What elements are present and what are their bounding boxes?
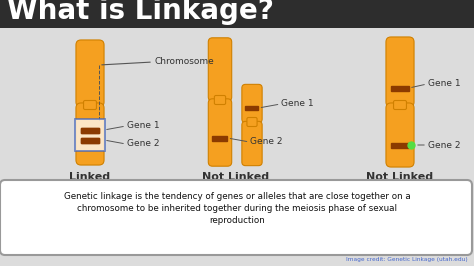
Bar — [81, 127, 99, 132]
FancyBboxPatch shape — [0, 180, 472, 255]
FancyBboxPatch shape — [83, 101, 96, 110]
FancyBboxPatch shape — [242, 84, 262, 123]
Text: Image credit: Genetic Linkage (utah.edu): Image credit: Genetic Linkage (utah.edu) — [346, 257, 468, 262]
FancyBboxPatch shape — [386, 37, 414, 107]
Text: Gene 1: Gene 1 — [127, 122, 160, 131]
FancyBboxPatch shape — [76, 103, 104, 165]
Text: Chromosome: Chromosome — [155, 57, 215, 66]
FancyBboxPatch shape — [393, 101, 406, 110]
Text: Genetic linkage is the tendency of genes or alleles that are close together on a: Genetic linkage is the tendency of genes… — [64, 192, 410, 201]
Text: Gene 2: Gene 2 — [250, 138, 283, 147]
Bar — [246, 106, 258, 110]
FancyBboxPatch shape — [214, 95, 226, 105]
FancyBboxPatch shape — [208, 99, 232, 166]
Text: Linked: Linked — [69, 172, 110, 182]
Text: chromosome to be inherited together during the meiosis phase of sexual: chromosome to be inherited together duri… — [77, 204, 397, 213]
Bar — [81, 138, 99, 143]
FancyBboxPatch shape — [247, 118, 257, 127]
FancyBboxPatch shape — [76, 40, 104, 107]
Text: Gene 1: Gene 1 — [428, 80, 461, 89]
Text: Not Linked: Not Linked — [366, 172, 434, 182]
Text: reproduction: reproduction — [209, 216, 265, 225]
Text: What is Linkage?: What is Linkage? — [7, 0, 274, 25]
Text: Not Linked: Not Linked — [202, 172, 270, 182]
FancyBboxPatch shape — [75, 119, 105, 151]
FancyBboxPatch shape — [0, 28, 474, 266]
Bar — [81, 127, 99, 132]
Bar — [391, 85, 409, 90]
Text: Gene 2: Gene 2 — [428, 140, 461, 149]
FancyBboxPatch shape — [208, 38, 232, 101]
Bar — [391, 143, 409, 148]
Text: Gene 1: Gene 1 — [282, 99, 314, 109]
FancyBboxPatch shape — [242, 121, 262, 166]
FancyBboxPatch shape — [386, 103, 414, 167]
Text: Gene 2: Gene 2 — [127, 139, 159, 148]
Bar — [212, 135, 228, 140]
Bar — [81, 138, 99, 143]
